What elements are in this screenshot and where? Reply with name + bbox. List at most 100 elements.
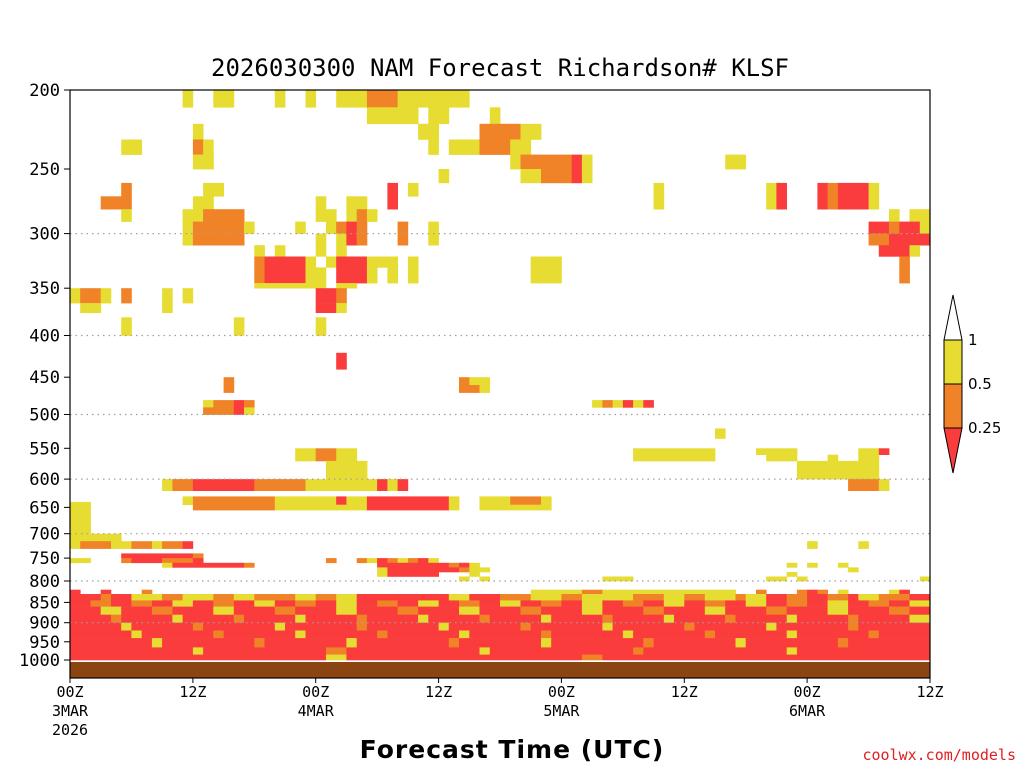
heatmap-cell <box>602 600 623 607</box>
heatmap-cell <box>408 183 419 197</box>
y-tick-label: 900 <box>29 614 60 634</box>
y-tick-label: 950 <box>29 633 60 653</box>
heatmap-cell <box>357 607 398 615</box>
y-tick-label: 550 <box>29 439 60 459</box>
heatmap-cell <box>193 553 204 558</box>
heatmap-cell <box>582 655 603 661</box>
y-tick-label: 400 <box>29 327 60 347</box>
y-tick-label: 650 <box>29 498 60 518</box>
heatmap-cell <box>480 377 491 385</box>
heatmap-cell <box>643 647 787 655</box>
heatmap-cell <box>561 594 582 601</box>
heatmap-cell <box>357 558 368 563</box>
heatmap-cell <box>623 600 644 607</box>
heatmap-cell <box>244 407 255 415</box>
heatmap-cell <box>592 400 603 408</box>
heatmap-cell <box>70 288 81 303</box>
heatmap-cell <box>797 647 931 655</box>
heatmap-cell <box>418 600 439 607</box>
heatmap-cell <box>541 169 572 183</box>
colorbar-bin-05-1 <box>944 340 962 384</box>
x-tick-label: 3MAR <box>52 702 89 720</box>
heatmap-cell <box>306 455 317 462</box>
heatmap-cell <box>766 607 787 615</box>
heatmap-cell <box>101 196 112 209</box>
heatmap-cell <box>766 455 787 462</box>
heatmap-cell <box>449 496 460 505</box>
heatmap-cell <box>807 590 818 595</box>
heatmap-cell <box>131 558 162 563</box>
heatmap-cell <box>510 496 541 505</box>
heatmap-cell <box>121 553 132 558</box>
heatmap-cell <box>848 623 859 631</box>
heatmap-cell <box>316 594 337 601</box>
heatmap-cell <box>459 600 480 607</box>
heatmap-cell <box>858 623 930 631</box>
heatmap-cell <box>633 448 715 455</box>
heatmap-cell <box>725 600 746 607</box>
heatmap-cell <box>428 234 439 246</box>
heatmap-cell <box>602 615 613 623</box>
x-tick-label: 12Z <box>425 683 452 701</box>
heatmap-cell <box>203 407 234 415</box>
heatmap-cell <box>531 267 562 283</box>
heatmap-cell <box>101 590 112 595</box>
heatmap-cell <box>336 303 347 313</box>
heatmap-cell <box>357 222 368 234</box>
heatmap-cell <box>910 615 931 623</box>
heatmap-cell <box>858 594 879 601</box>
heatmap-cell <box>295 455 306 462</box>
heatmap-cell <box>633 647 644 655</box>
heatmap-cell <box>480 124 491 140</box>
x-tick-label: 12Z <box>671 683 698 701</box>
heatmap-cell <box>121 615 173 623</box>
heatmap-cell <box>275 623 286 631</box>
heatmap-cell <box>234 407 245 415</box>
x-tick-label: 00Z <box>302 683 329 701</box>
heatmap-cell <box>889 600 910 607</box>
heatmap-cell <box>275 600 296 607</box>
heatmap-cell <box>367 615 419 623</box>
heatmap-cell <box>480 647 491 655</box>
heatmap-cell <box>101 607 122 615</box>
heatmap-cell <box>111 600 132 607</box>
heatmap-cell <box>213 400 234 408</box>
heatmap-cell <box>541 600 562 607</box>
heatmap-cell <box>346 505 367 511</box>
heatmap-cell <box>377 558 388 563</box>
heatmap-cell <box>787 572 798 577</box>
heatmap-cell <box>899 222 920 234</box>
heatmap-cell <box>858 448 879 455</box>
heatmap-cell <box>469 631 541 639</box>
heatmap-cell <box>879 594 910 601</box>
colorbar-label-0.25: 0.25 <box>968 419 1001 437</box>
heatmap-cell <box>336 234 347 246</box>
heatmap-cell <box>377 257 388 268</box>
heatmap-cell <box>797 461 879 471</box>
heatmap-cell <box>162 563 173 568</box>
heatmap-cell <box>172 600 193 607</box>
heatmap-cell <box>162 303 173 313</box>
heatmap-cell <box>254 245 265 257</box>
heatmap-cell <box>879 485 890 491</box>
heatmap-cell <box>387 485 398 491</box>
heatmap-cell <box>828 607 849 615</box>
heatmap-cell <box>254 485 306 491</box>
heatmap-cell <box>807 563 818 568</box>
y-tick-label: 850 <box>29 593 60 613</box>
heatmap-cell <box>480 615 491 623</box>
heatmap-cell <box>336 496 347 505</box>
heatmap-cell <box>746 638 839 648</box>
credit-text[interactable]: coolwx.com/models <box>862 746 1016 764</box>
heatmap-cell <box>838 183 869 197</box>
heatmap-cell <box>807 470 879 479</box>
heatmap-cell <box>551 615 603 623</box>
heatmap-cell <box>326 647 347 655</box>
heatmap-cell <box>480 385 491 393</box>
heatmap-cell <box>377 567 388 572</box>
heatmap-cell <box>756 448 797 455</box>
heatmap-cell <box>776 196 787 209</box>
heatmap-cell <box>265 283 317 288</box>
heatmap-cell <box>346 647 480 655</box>
heatmap-cell <box>848 485 879 491</box>
